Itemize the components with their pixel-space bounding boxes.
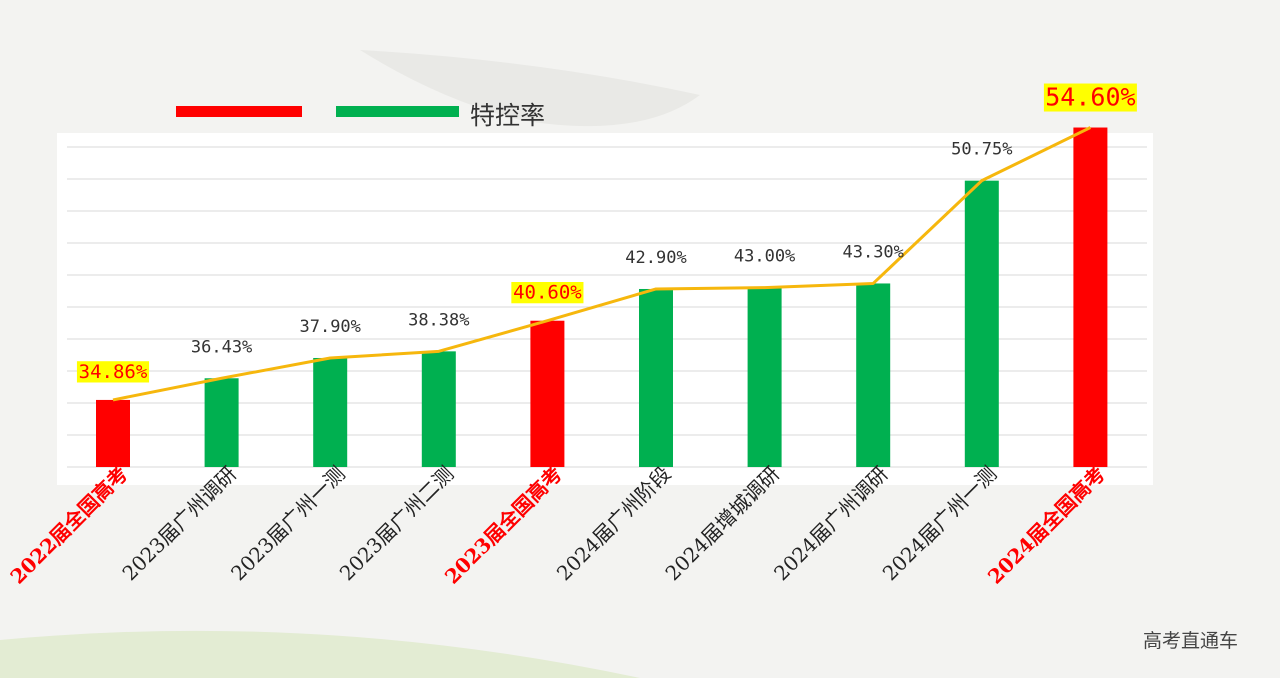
data-label: 43.00%: [734, 247, 795, 267]
category-label: 2024届广州阶段: [552, 462, 676, 586]
category-label: 2023届广州二测: [335, 462, 459, 586]
data-label: 40.60%: [513, 282, 582, 304]
data-label: 36.43%: [191, 337, 252, 357]
data-label: 38.38%: [408, 310, 469, 330]
category-label: 2023届全国高考: [440, 462, 567, 589]
trend-line: [112, 126, 1092, 402]
category-label: 2023届广州一测: [226, 462, 350, 586]
category-label: 2022届全国高考: [5, 462, 132, 589]
category-label: 2024届广州调研: [769, 462, 893, 586]
bar: [96, 399, 130, 467]
data-label: 43.30%: [842, 242, 903, 262]
category-label: 2024届增城调研: [660, 462, 784, 586]
legend-label: 特控率: [470, 101, 546, 130]
legend-swatch-red: [176, 106, 302, 117]
legend-swatch-green: [336, 106, 459, 117]
bar: [639, 288, 673, 467]
data-label: 50.75%: [951, 140, 1012, 160]
data-label-highlight: [76, 361, 150, 383]
bar: [1073, 127, 1108, 468]
data-label: 37.90%: [299, 317, 360, 337]
data-label-highlight: [1043, 83, 1137, 112]
data-label: 54.60%: [1045, 83, 1135, 112]
data-label: 42.90%: [625, 248, 686, 268]
category-label: 2023届广州调研: [117, 462, 241, 586]
bar: [421, 351, 456, 467]
category-label: 2024届广州一测: [878, 462, 1002, 586]
bar: [856, 283, 891, 467]
bar: [530, 320, 565, 467]
data-label-highlight: [511, 282, 584, 304]
bar: [964, 180, 999, 467]
watermark-text: 高考直通车: [1143, 630, 1239, 652]
bar: [204, 378, 239, 467]
category-label: 2024届全国高考: [983, 462, 1110, 589]
data-label: 34.86%: [79, 361, 148, 383]
bar: [313, 357, 348, 467]
bar: [747, 287, 782, 467]
